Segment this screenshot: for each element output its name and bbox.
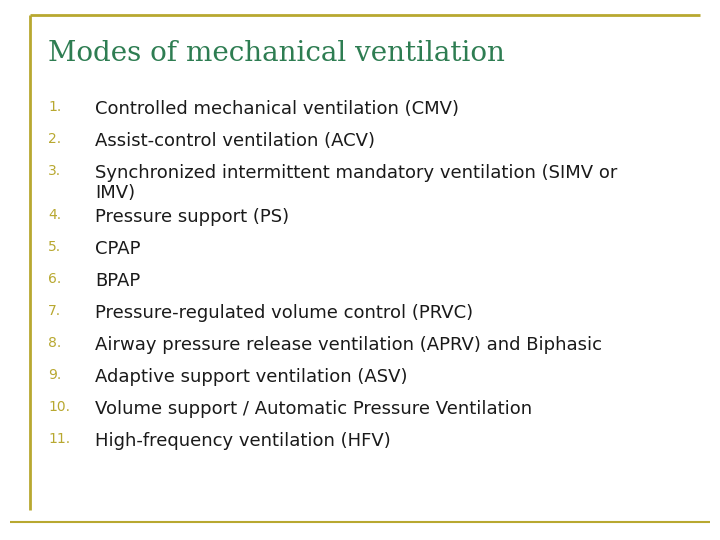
Text: 7.: 7. — [48, 304, 61, 318]
Text: 11.: 11. — [48, 432, 70, 446]
Text: 1.: 1. — [48, 100, 61, 114]
Text: 4.: 4. — [48, 208, 61, 222]
Text: BPAP: BPAP — [95, 272, 140, 290]
Text: 2.: 2. — [48, 132, 61, 146]
Text: IMV): IMV) — [95, 184, 135, 202]
Text: 6.: 6. — [48, 272, 61, 286]
Text: 5.: 5. — [48, 240, 61, 254]
Text: Assist-control ventilation (ACV): Assist-control ventilation (ACV) — [95, 132, 375, 150]
Text: Modes of mechanical ventilation: Modes of mechanical ventilation — [48, 40, 505, 67]
Text: 8.: 8. — [48, 336, 61, 350]
Text: Pressure-regulated volume control (PRVC): Pressure-regulated volume control (PRVC) — [95, 304, 473, 322]
Text: Airway pressure release ventilation (APRV) and Biphasic: Airway pressure release ventilation (APR… — [95, 336, 602, 354]
Text: Synchronized intermittent mandatory ventilation (SIMV or: Synchronized intermittent mandatory vent… — [95, 164, 617, 182]
Text: Adaptive support ventilation (ASV): Adaptive support ventilation (ASV) — [95, 368, 408, 386]
Text: Controlled mechanical ventilation (CMV): Controlled mechanical ventilation (CMV) — [95, 100, 459, 118]
Text: Volume support / Automatic Pressure Ventilation: Volume support / Automatic Pressure Vent… — [95, 400, 532, 418]
Text: 9.: 9. — [48, 368, 61, 382]
Text: Pressure support (PS): Pressure support (PS) — [95, 208, 289, 226]
Text: CPAP: CPAP — [95, 240, 140, 258]
Text: 3.: 3. — [48, 164, 61, 178]
Text: 10.: 10. — [48, 400, 70, 414]
Text: High-frequency ventilation (HFV): High-frequency ventilation (HFV) — [95, 432, 391, 450]
